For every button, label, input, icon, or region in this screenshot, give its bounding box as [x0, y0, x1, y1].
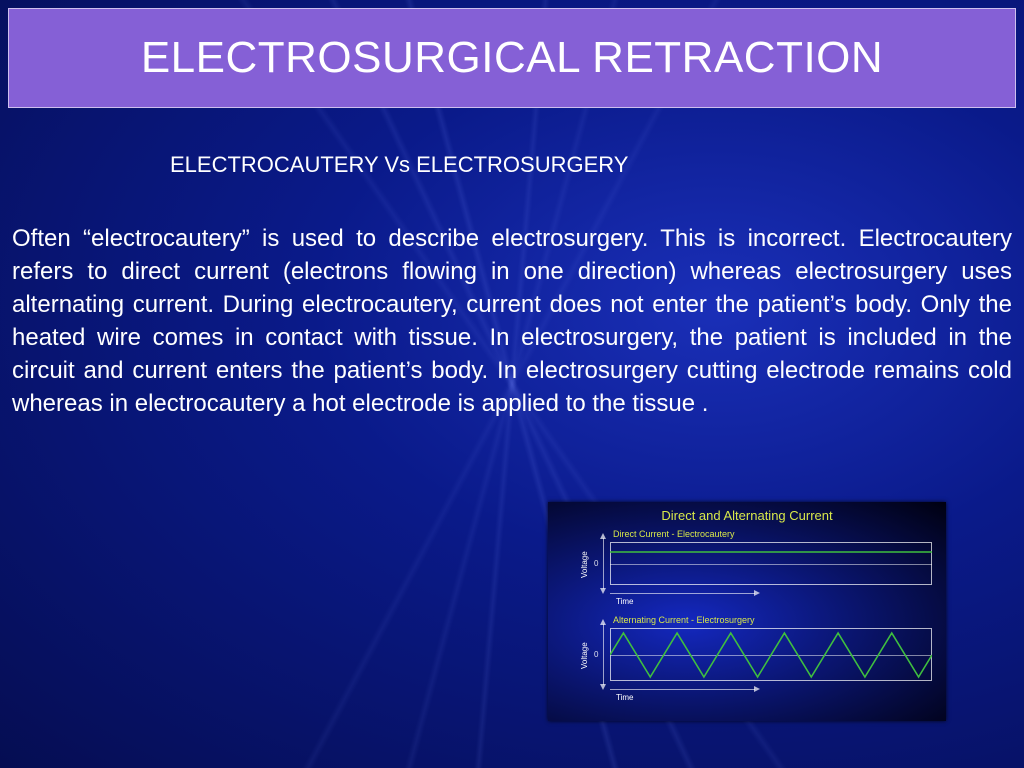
panel2-zero-label: 0: [594, 650, 598, 659]
panel1-y-axis: [603, 538, 604, 589]
panel2-y-label: Voltage: [580, 642, 589, 669]
panel2-midline: [610, 655, 932, 656]
panel1-label: Direct Current - Electrocautery: [613, 529, 735, 539]
slide-title: ELECTROSURGICAL RETRACTION: [141, 33, 883, 83]
panel1-x-axis: [610, 593, 755, 594]
panel2-label: Alternating Current - Electrosurgery: [613, 615, 755, 625]
slide-body-text: Often “electrocautery” is used to descri…: [12, 222, 1012, 420]
slide-subtitle: ELECTROCAUTERY Vs ELECTROSURGERY: [170, 152, 628, 178]
panel2-y-axis: [603, 624, 604, 685]
panel1-zero-label: 0: [594, 559, 598, 568]
panel1-y-label: Voltage: [580, 551, 589, 578]
panel2-x-axis: [610, 689, 755, 690]
slide-root: ELECTROSURGICAL RETRACTION ELECTROCAUTER…: [0, 0, 1024, 768]
panel1-midline: [610, 564, 932, 565]
chart-title: Direct and Alternating Current: [548, 508, 946, 523]
title-bar: ELECTROSURGICAL RETRACTION: [8, 8, 1016, 108]
panel1-x-label: Time: [616, 597, 633, 606]
panel2-x-label: Time: [616, 693, 633, 702]
current-comparison-chart: Direct and Alternating Current Direct Cu…: [548, 502, 946, 721]
